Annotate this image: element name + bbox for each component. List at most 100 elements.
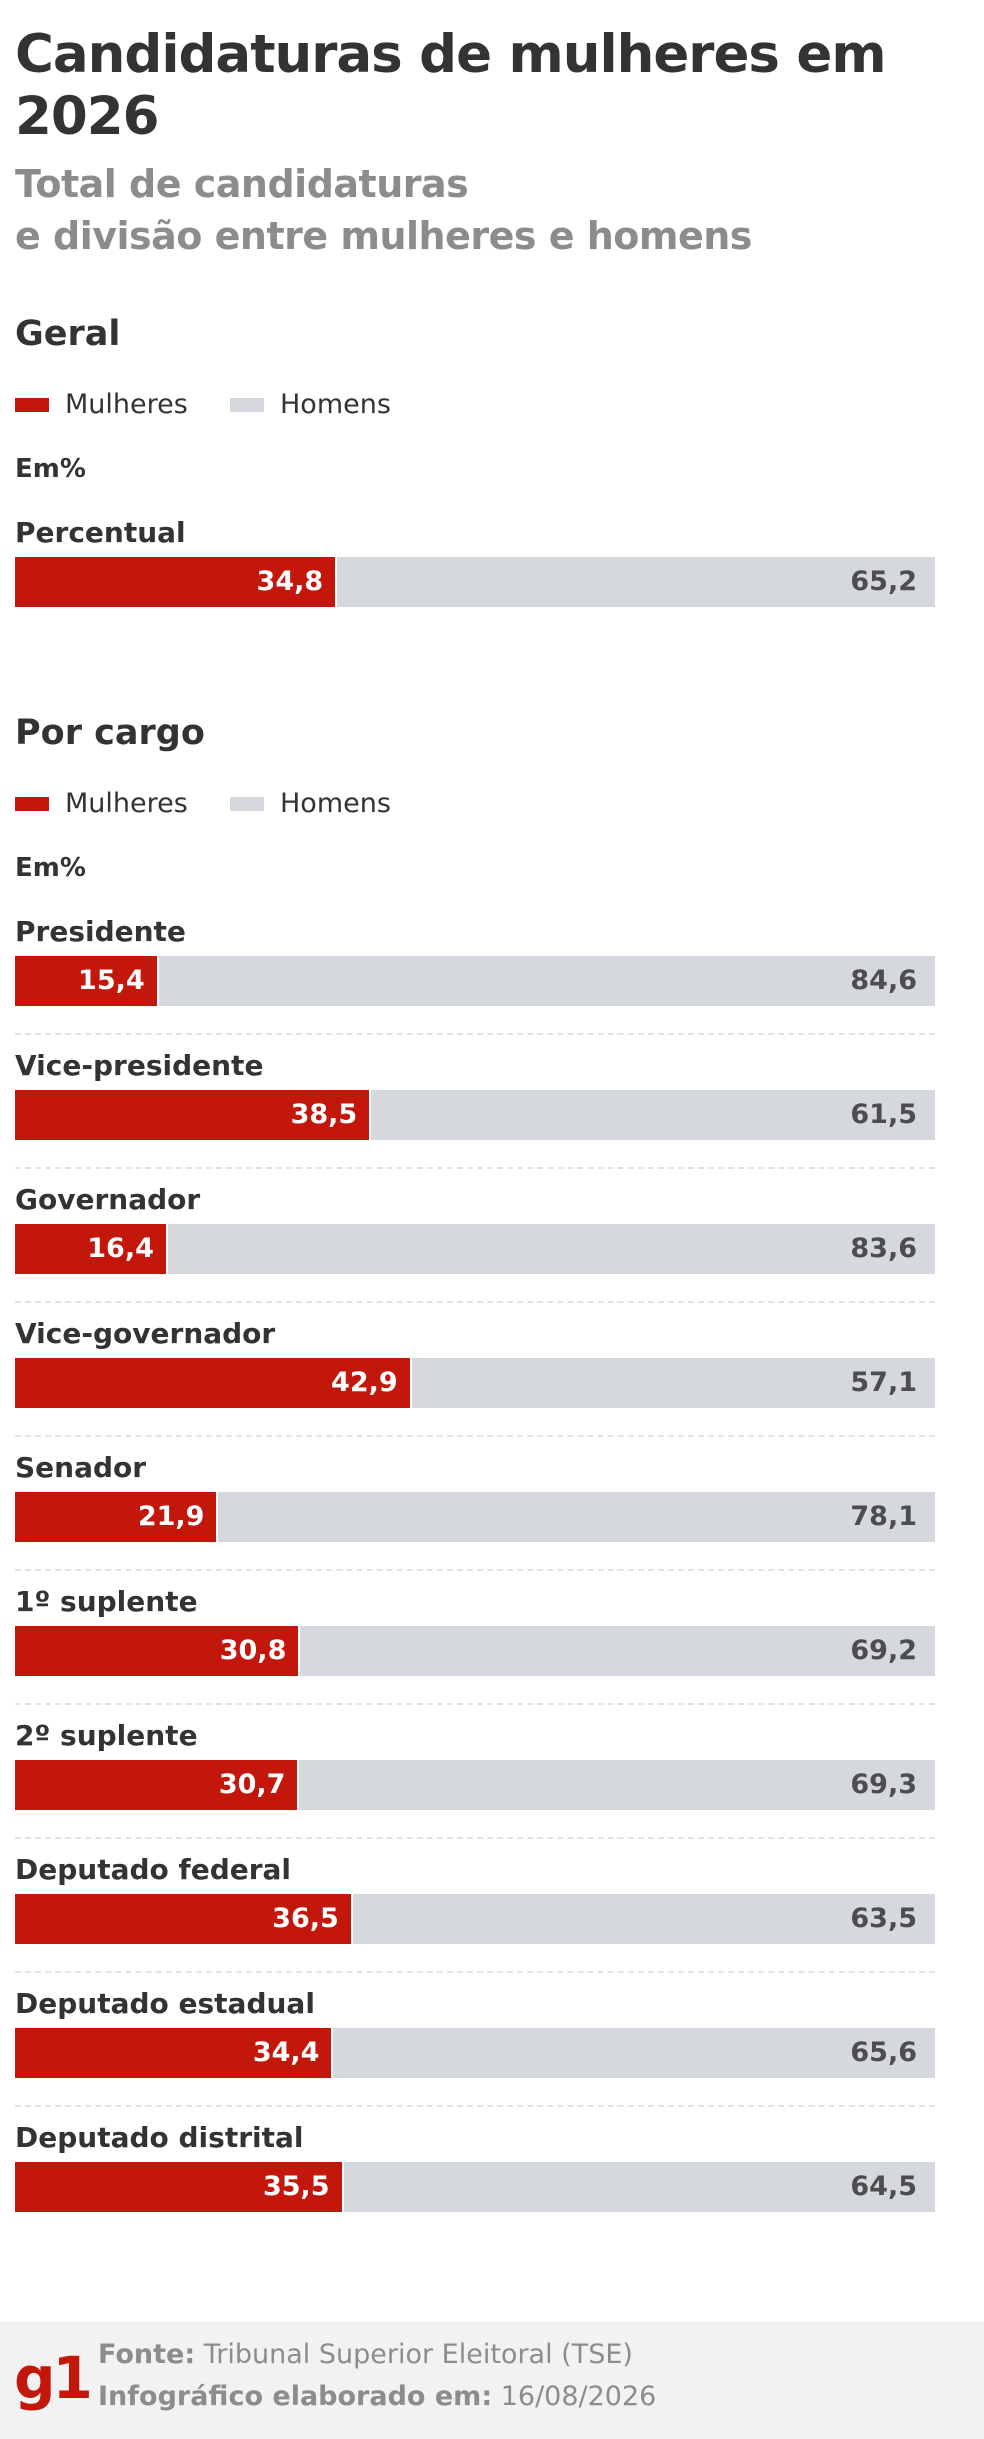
subtitle-line-1: Total de candidaturas: [15, 162, 469, 206]
bar-segment-homens-vice-presidente: [371, 1090, 935, 1140]
bar-row-senador: Senador 21,9 78,1: [15, 1452, 935, 1586]
stacked-bar-vice-presidente: 38,5 61,5: [15, 1090, 935, 1140]
source-label: Fonte:: [98, 2339, 196, 2370]
bar-row-vice-presidente: Vice-presidente 38,5 61,5: [15, 1050, 935, 1184]
bar-segment-mulheres-percentual: [15, 557, 336, 607]
value-label-mulheres-deputado-distrital: 35,5: [262, 2171, 330, 2202]
bar-segment-homens-deputado-estadual: [333, 2028, 935, 2078]
stacked-bar-deputado-federal: 36,5 63,5: [15, 1894, 935, 1944]
stacked-bar-deputado-estadual: 34,4 65,6: [15, 2028, 935, 2078]
bar-row-deputado-federal: Deputado federal 36,5 63,5: [15, 1854, 935, 1988]
stacked-bar-vice-governador: 42,9 57,1: [15, 1358, 935, 1408]
value-label-mulheres-2-suplente: 30,7: [218, 1769, 286, 1800]
bar-segment-homens-1-suplente: [300, 1626, 935, 1676]
bar-row-deputado-estadual: Deputado estadual 34,4 65,6: [15, 1988, 935, 2122]
category-label-deputado-federal: Deputado federal: [15, 1853, 292, 1886]
bar-segment-mulheres-vice-governador: [15, 1358, 410, 1408]
row-divider: [15, 1033, 935, 1035]
bar-segment-homens-vice-governador: [411, 1358, 935, 1408]
category-label-1-suplente: 1º suplente: [15, 1585, 198, 1618]
bar-segment-mulheres-vice-presidente: [15, 1090, 370, 1140]
footer: g1 Fonte: Tribunal Superior Eleitoral (T…: [0, 2322, 984, 2439]
category-label-deputado-distrital: Deputado distrital: [15, 2121, 304, 2154]
bar-segment-homens-governador: [167, 1224, 935, 1274]
value-label-mulheres-presidente: 15,4: [78, 965, 145, 996]
legend-swatch-mulheres: [15, 398, 49, 412]
value-label-homens-percentual: 65,2: [850, 566, 917, 597]
chart-subtitle: Total de candidaturas e divisão entre mul…: [15, 158, 965, 262]
legend-swatch-mulheres: [15, 797, 49, 811]
value-label-mulheres-senador: 21,9: [137, 1501, 205, 1532]
bar-row-1-suplente: 1º suplente 30,8 69,2: [15, 1586, 935, 1720]
subtitle-line-2: e divisão entre mulheres e homens: [15, 214, 752, 258]
stacked-bar-1-suplente: 30,8 69,2: [15, 1626, 935, 1676]
date-value: 16/08/2026: [500, 2381, 657, 2412]
section-title-por-cargo: Por cargo: [15, 713, 205, 753]
value-label-mulheres-vice-governador: 42,9: [331, 1367, 398, 1398]
value-label-homens-deputado-estadual: 65,6: [850, 2037, 917, 2068]
row-divider: [15, 1703, 935, 1705]
chart-title: Candidaturas de mulheres em 2026: [15, 24, 887, 147]
date-label: Infográfico elaborado em:: [98, 2381, 493, 2412]
bar-segment-mulheres-2-suplente: [15, 1760, 298, 1810]
value-label-mulheres-1-suplente: 30,8: [219, 1635, 287, 1666]
bar-segment-mulheres-1-suplente: [15, 1626, 299, 1676]
unit-label-geral: Em%: [15, 454, 86, 484]
legend-swatch-homens: [230, 797, 264, 811]
unit-label-por-cargo: Em%: [15, 853, 86, 883]
value-label-mulheres-percentual: 34,8: [256, 566, 324, 597]
row-divider: [15, 1837, 935, 1839]
category-label-deputado-estadual: Deputado estadual: [15, 1987, 315, 2020]
value-label-homens-vice-presidente: 61,5: [850, 1099, 917, 1130]
category-label-percentual: Percentual: [15, 516, 186, 549]
category-label-vice-governador: Vice-governador: [15, 1317, 276, 1350]
bar-segment-homens-senador: [218, 1492, 935, 1542]
value-label-mulheres-deputado-federal: 36,5: [272, 1903, 339, 1934]
category-label-presidente: Presidente: [15, 915, 186, 948]
legend-label-homens: Homens: [280, 389, 391, 420]
row-divider: [15, 1301, 935, 1303]
value-label-mulheres-deputado-estadual: 34,4: [252, 2037, 320, 2068]
legend-label-homens: Homens: [280, 788, 391, 819]
bar-row-presidente: Presidente 15,4 84,6: [15, 916, 935, 1050]
bar-row-percentual: Percentual 34,8 65,2: [15, 517, 935, 651]
section-por-cargo: Por cargo Mulheres Homens Em% Presidente…: [15, 711, 935, 2231]
row-divider: [15, 1167, 935, 1169]
value-label-homens-deputado-federal: 63,5: [850, 1903, 917, 1934]
stacked-bar-deputado-distrital: 35,5 64,5: [15, 2162, 935, 2212]
value-label-homens-governador: 83,6: [850, 1233, 917, 1264]
section-title-geral: Geral: [15, 314, 121, 354]
value-label-homens-1-suplente: 69,2: [850, 1635, 917, 1666]
bar-segment-mulheres-presidente: [15, 956, 157, 1006]
row-divider: [15, 1971, 935, 1973]
bar-row-vice-governador: Vice-governador 42,9 57,1: [15, 1318, 935, 1452]
category-label-governador: Governador: [15, 1183, 201, 1216]
bar-segment-mulheres-deputado-estadual: [15, 2028, 332, 2078]
legend-label-mulheres: Mulheres: [65, 788, 188, 819]
value-label-homens-senador: 78,1: [850, 1501, 917, 1532]
legend-label-mulheres: Mulheres: [65, 389, 188, 420]
row-divider: [15, 1569, 935, 1571]
row-divider: [15, 1435, 935, 1437]
category-label-vice-presidente: Vice-presidente: [15, 1049, 264, 1082]
bar-segment-mulheres-senador: [15, 1492, 217, 1542]
bar-row-governador: Governador 16,4 83,6: [15, 1184, 935, 1318]
bar-segment-homens-deputado-distrital: [343, 2162, 935, 2212]
legend-por-cargo: Mulheres Homens: [15, 789, 615, 819]
stacked-bar-percentual: 34,8 65,2: [15, 557, 935, 607]
bar-row-deputado-distrital: Deputado distrital 35,5 64,5: [15, 2122, 935, 2256]
bar-segment-homens-deputado-federal: [352, 1894, 935, 1944]
bar-segment-homens-percentual: [337, 557, 935, 607]
legend-swatch-homens: [230, 398, 264, 412]
bar-segment-homens-presidente: [158, 956, 935, 1006]
section-geral: Geral Mulheres Homens Em% Percentual 34,8…: [15, 312, 935, 632]
legend-geral: Mulheres Homens: [15, 390, 615, 420]
bar-segment-mulheres-deputado-distrital: [15, 2162, 342, 2212]
value-label-mulheres-governador: 16,4: [87, 1233, 154, 1264]
source-line: Fonte: Tribunal Superior Eleitoral (TSE): [98, 2338, 633, 2372]
stacked-bar-governador: 16,4 83,6: [15, 1224, 935, 1274]
source-value: Tribunal Superior Eleitoral (TSE): [203, 2339, 633, 2370]
bar-segment-mulheres-governador: [15, 1224, 166, 1274]
value-label-mulheres-vice-presidente: 38,5: [290, 1099, 358, 1130]
date-line: Infográfico elaborado em: 16/08/2026: [98, 2380, 656, 2414]
